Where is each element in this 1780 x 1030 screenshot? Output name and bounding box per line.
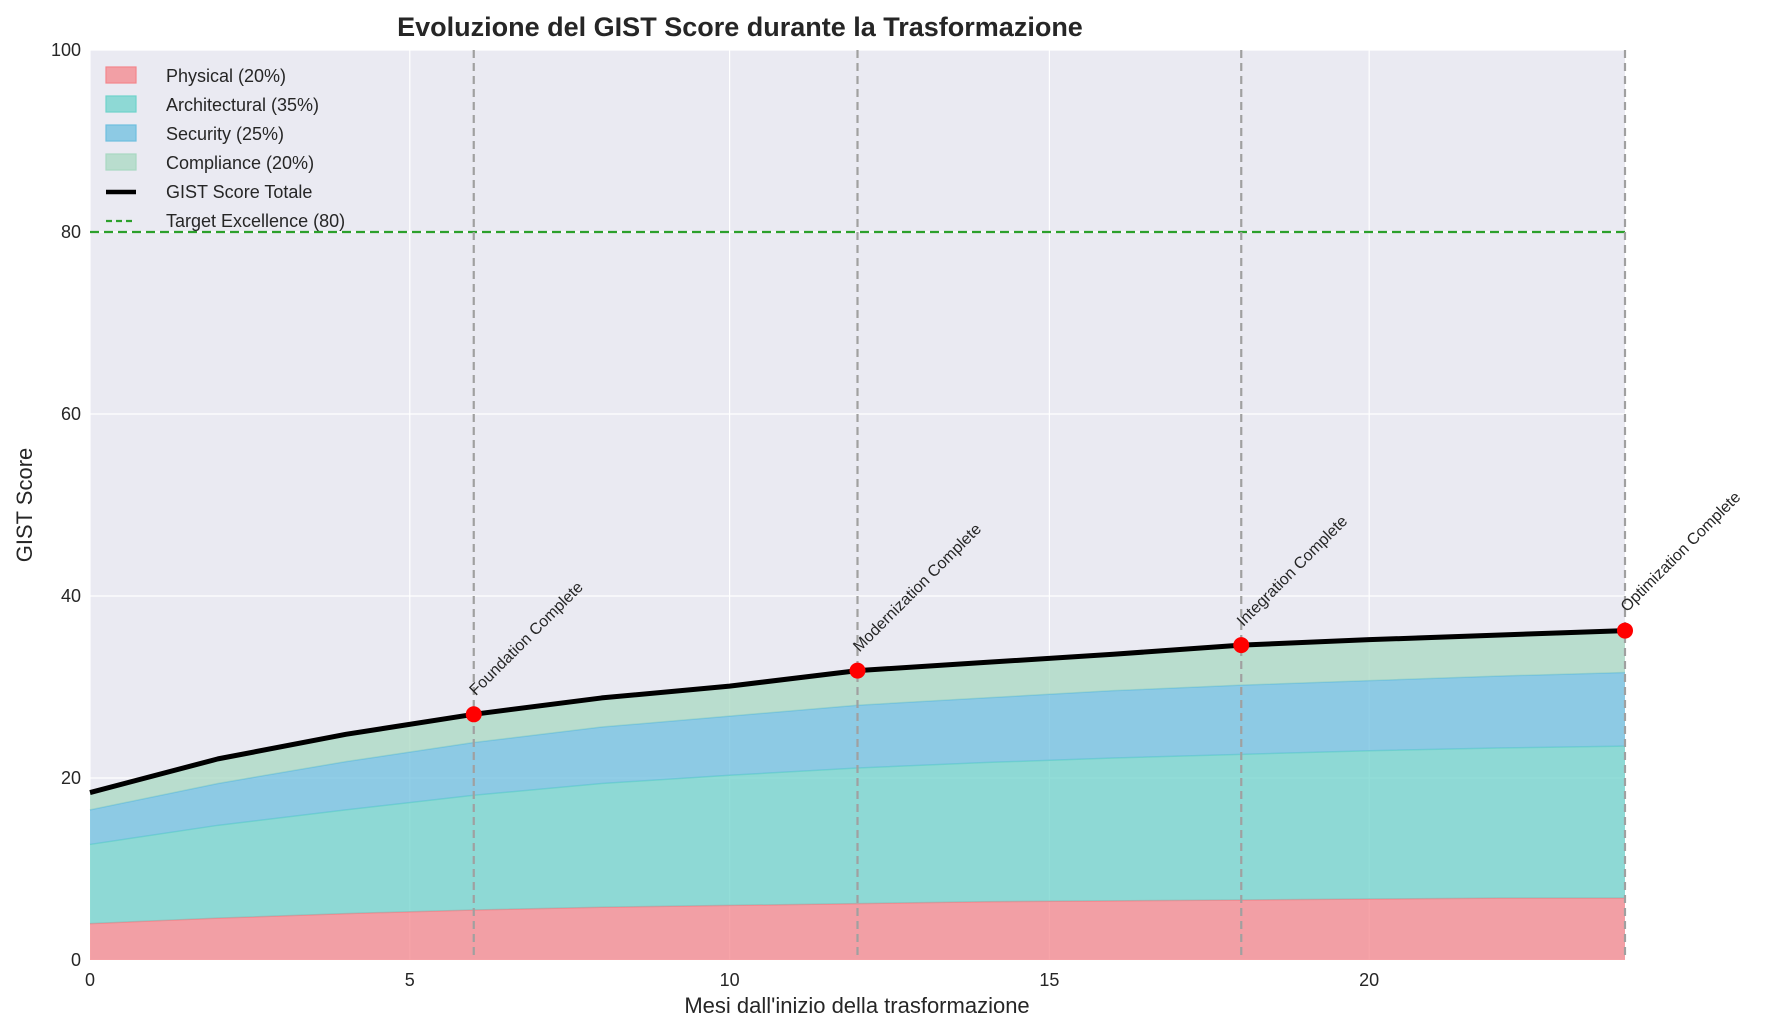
legend: Physical (20%) Architectural (35%) Securit…	[105, 66, 345, 231]
chart-title: Evoluzione del GIST Score durante la Tra…	[397, 12, 1083, 42]
milestone-lines	[472, 50, 1627, 960]
legend-label-target: Target Excellence (80)	[166, 211, 345, 231]
milestone-point-3	[1617, 622, 1633, 639]
legend-label-2: Security (25%)	[166, 124, 284, 144]
y-axis-label: GIST Score	[12, 448, 37, 563]
milestone-point-2	[1233, 637, 1250, 654]
x-axis-label: Mesi dall'inizio della trasformazione	[684, 993, 1029, 1018]
y-tick-label: 80	[61, 222, 81, 242]
legend-swatch-0	[105, 66, 137, 84]
milestone-label-3: Optimization Complete	[1618, 489, 1745, 616]
legend-swatch-2	[105, 124, 137, 142]
y-tick-label: 0	[71, 950, 81, 970]
y-tick-label: 60	[61, 404, 81, 424]
x-tick-label: 0	[85, 970, 95, 990]
legend-swatch-1	[105, 95, 137, 113]
x-tick-label: 15	[1039, 970, 1059, 990]
x-tick-label: 20	[1359, 970, 1379, 990]
legend-label-0: Physical (20%)	[166, 66, 286, 86]
legend-label-3: Compliance (20%)	[166, 153, 314, 173]
x-axis-ticks: 0 5 10 15 20	[85, 970, 1379, 990]
y-tick-label: 40	[61, 586, 81, 606]
milestone-point-1	[849, 662, 866, 679]
x-tick-label: 10	[720, 970, 740, 990]
milestone-point-0	[465, 706, 482, 723]
y-tick-label: 20	[61, 768, 81, 788]
y-tick-label: 100	[51, 40, 81, 60]
legend-swatch-3	[105, 153, 137, 171]
y-axis-ticks: 0 20 40 60 80 100	[51, 40, 81, 970]
legend-label-1: Architectural (35%)	[166, 95, 319, 115]
legend-label-total: GIST Score Totale	[166, 182, 312, 202]
x-tick-label: 5	[405, 970, 415, 990]
